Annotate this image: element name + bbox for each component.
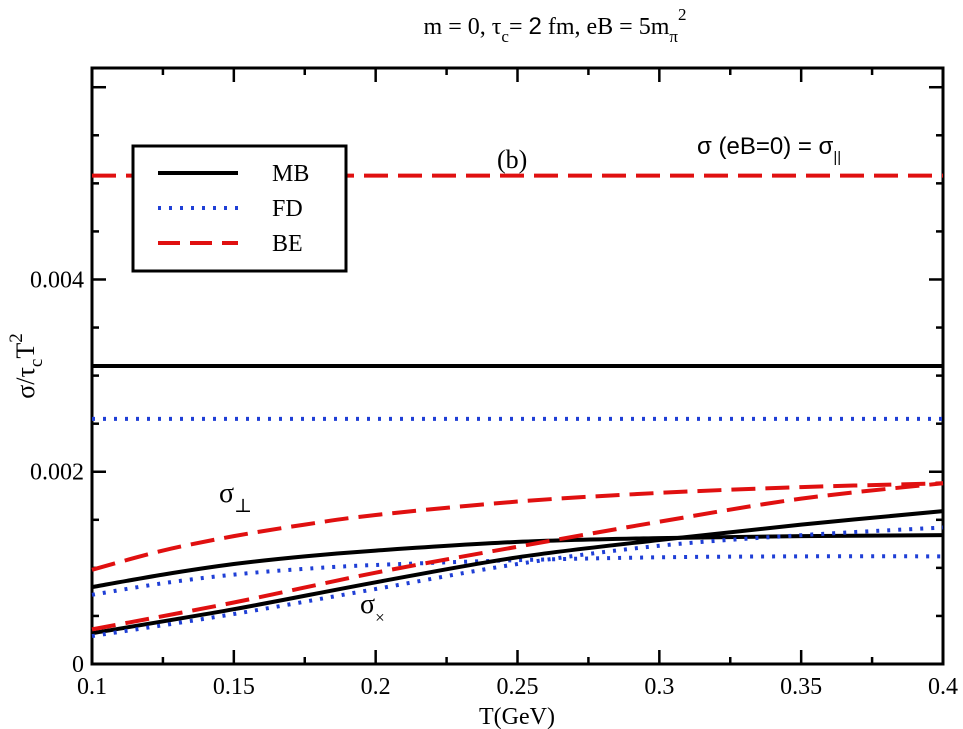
x-axis-label: T(GeV) [479,704,555,729]
series-line-mb-perp [91,533,944,590]
y-tick-label: 0.002 [30,460,84,486]
x-tick-label: 0.2 [361,674,391,700]
legend-label-be: BE [272,231,303,257]
annotation-sigma-parallel: σ (eB=0) = σ|| [697,133,841,166]
legend-label-fd: FD [272,196,303,222]
y-axis-label: σ/τcT2 [6,333,47,399]
x-tick-label: 0.25 [497,674,539,700]
axis-ticks [90,68,945,666]
tick-labels: 0.1 0.15 0.2 0.25 0.3 0.35 0.4 0 0.002 0.004 [30,267,958,700]
chart-title: m = 0, τc= 2 fm, eB = 5mπ2 [424,5,687,46]
x-tick-label: 0.1 [77,674,107,700]
series-line-fd-cross [91,525,944,639]
x-tick-label: 0.35 [780,674,822,700]
legend-box [131,144,348,273]
x-tick-label: 0.3 [644,674,674,700]
x-tick-label: 0.4 [928,674,958,700]
series-line-be-cross [91,481,944,632]
series-line-mb-cross [91,509,944,636]
y-tick-label: 0 [72,652,84,678]
panel-label: (b) [497,145,527,174]
series-line-be-perp [91,481,944,572]
y-tick-label: 0.004 [30,267,84,293]
annotation-sigma-perp: σ⊥ [219,478,252,517]
legend-label-mb: MB [272,161,309,187]
legend: MB FD BE [131,144,348,273]
x-tick-label: 0.15 [213,674,255,700]
annotation-sigma-cross: σ× [360,589,385,627]
